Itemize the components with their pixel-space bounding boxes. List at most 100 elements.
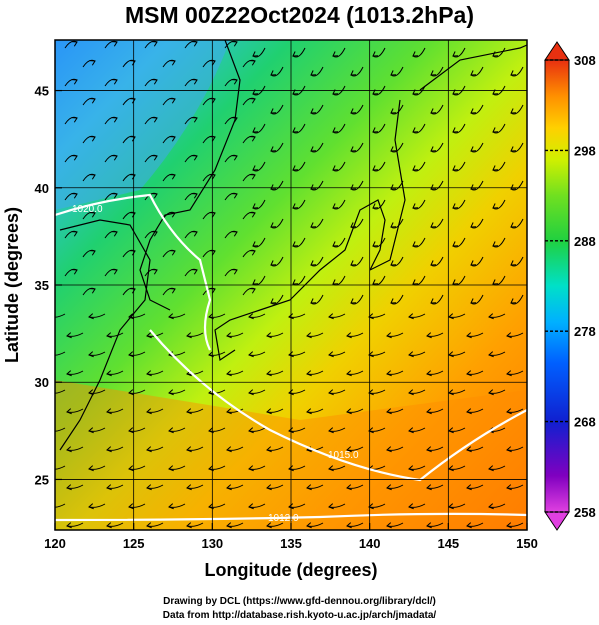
streamline [510, 142, 524, 153]
streamline-arrowhead [66, 408, 72, 415]
streamline-arrowhead [346, 522, 352, 529]
streamline-arrowhead [106, 370, 112, 377]
colorbar-tick-label: 258 [574, 505, 596, 520]
streamline [390, 218, 404, 229]
streamline-arrowhead [448, 465, 454, 472]
streamline-arrowhead [292, 165, 299, 171]
x-tick-label: 140 [359, 536, 381, 551]
streamline-arrowhead [106, 484, 112, 491]
streamline-arrowhead [452, 203, 459, 209]
streamline [350, 66, 364, 77]
streamline-arrowhead [71, 231, 78, 237]
streamline [372, 123, 386, 134]
streamline-arrowhead [106, 332, 112, 339]
streamline-arrowhead [430, 298, 437, 304]
streamline-arrowhead [89, 250, 96, 256]
streamline-arrowhead [151, 193, 158, 199]
streamline [332, 199, 346, 210]
streamline-arrowhead [492, 51, 499, 57]
streamline-arrowhead [169, 250, 176, 256]
streamline-arrowhead [191, 79, 198, 85]
streamline-arrowhead [430, 184, 437, 190]
streamline-arrowhead [390, 108, 397, 114]
streamline [310, 294, 324, 305]
streamline-arrowhead [186, 446, 192, 453]
streamline-arrowhead [270, 70, 277, 76]
streamline [350, 104, 364, 115]
streamline [452, 237, 466, 248]
x-tick-label: 130 [201, 536, 223, 551]
isobar-label-1015: 1015.0 [328, 450, 359, 461]
streamline-arrowhead [209, 212, 216, 218]
streamline [470, 142, 484, 153]
streamline-arrowhead [248, 427, 254, 434]
streamline [470, 256, 484, 267]
streamline [252, 47, 266, 58]
streamline-arrowhead [89, 174, 96, 180]
streamline-arrowhead [49, 314, 54, 319]
streamline-arrowhead [288, 389, 294, 396]
streamline-arrowhead [390, 146, 397, 152]
streamline [430, 294, 444, 305]
streamline-arrowhead [49, 504, 54, 509]
streamline-arrowhead [488, 503, 494, 510]
streamline [430, 180, 444, 191]
streamline-arrowhead [186, 408, 192, 415]
streamline-arrowhead [470, 146, 477, 152]
streamline-arrowhead [408, 427, 414, 434]
y-tick-label: 25 [35, 472, 49, 487]
streamline [55, 313, 66, 318]
streamline-arrowhead [151, 79, 158, 85]
streamline [332, 161, 346, 172]
streamline-arrowhead [226, 484, 232, 491]
streamline-arrowhead [248, 389, 254, 396]
streamline-arrowhead [448, 427, 454, 434]
streamline-arrowhead [252, 279, 259, 285]
streamline-arrowhead [368, 389, 374, 396]
streamline-arrowhead [111, 193, 118, 199]
streamline-arrowhead [332, 89, 339, 95]
streamline-arrowhead [129, 174, 136, 180]
streamline-arrowhead [292, 241, 299, 247]
streamline-arrowhead [252, 241, 259, 247]
streamline-arrowhead [350, 260, 357, 266]
streamline-arrowhead [408, 503, 414, 510]
streamline-arrowhead [430, 260, 437, 266]
streamline-arrowhead [448, 313, 454, 320]
streamline-arrowhead [129, 212, 136, 218]
streamline [452, 123, 466, 134]
streamline-arrowhead [386, 484, 392, 491]
streamline-arrowhead [372, 165, 379, 171]
streamline-arrowhead [128, 351, 134, 358]
streamline-arrowhead [306, 332, 312, 339]
streamline-arrowhead [270, 146, 277, 152]
streamline [390, 180, 404, 191]
streamline-arrowhead [328, 313, 334, 320]
streamline [412, 161, 426, 172]
streamline-arrowhead [350, 108, 357, 114]
streamline-arrowhead [168, 465, 174, 472]
streamline [390, 66, 404, 77]
streamline-arrowhead [346, 332, 352, 339]
streamline-arrowhead [169, 174, 176, 180]
streamline [252, 199, 266, 210]
streamline [350, 180, 364, 191]
streamline-arrowhead [372, 89, 379, 95]
streamline-arrowhead [249, 60, 256, 66]
streamline-arrowhead [390, 298, 397, 304]
streamline-arrowhead [288, 313, 294, 320]
streamline-arrowhead [128, 465, 134, 472]
streamline-arrowhead [350, 184, 357, 190]
streamline-arrowhead [66, 446, 72, 453]
streamline-arrowhead [448, 389, 454, 396]
streamline-arrowhead [426, 484, 432, 491]
streamline-arrowhead [88, 351, 94, 358]
streamline [252, 123, 266, 134]
streamline-arrowhead [270, 108, 277, 114]
streamline-arrowhead [292, 89, 299, 95]
colorbar-top-triangle [544, 41, 570, 61]
isobar-label-1012: 1012.0 [268, 513, 299, 524]
streamline [350, 256, 364, 267]
streamline-arrowhead [89, 98, 96, 104]
streamline-arrowhead [368, 313, 374, 320]
